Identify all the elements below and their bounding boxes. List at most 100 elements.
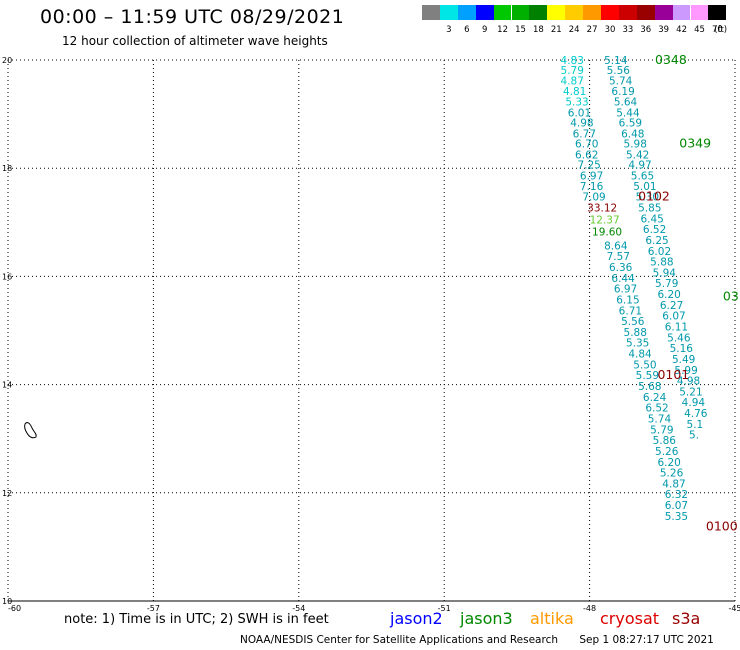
wave-height-value: 5.56 xyxy=(621,316,645,328)
wave-height-value: 5.86 xyxy=(653,435,677,447)
wave-height-value: 33.12 xyxy=(587,202,617,214)
scale-swatch xyxy=(493,5,512,20)
wave-height-value: 5.26 xyxy=(655,446,679,458)
wave-height-value: 8.64 xyxy=(604,240,628,252)
satellite-cryosat: cryosat xyxy=(600,609,660,628)
scale-swatch xyxy=(601,5,619,20)
lat-tick-label: 18 xyxy=(2,164,12,173)
scale-swatch xyxy=(618,5,637,20)
wave-height-value: 4.94 xyxy=(682,397,706,409)
wave-height-value: 6.77 xyxy=(573,128,596,140)
lon-tick-label: -60 xyxy=(8,604,21,613)
scale-swatch xyxy=(636,5,655,20)
lon-tick-label: -51 xyxy=(438,604,451,613)
wave-height-value: 5.35 xyxy=(665,511,688,523)
satellite-altika: altika xyxy=(530,609,574,628)
credit-text: NOAA/NESDIS Center for Satellite Applica… xyxy=(240,634,558,646)
satellite-jason2: jason2 xyxy=(390,609,443,628)
scale-label: 3 xyxy=(446,25,452,35)
pass-time-label: 0101 xyxy=(657,367,689,382)
wave-height-value: 5.59 xyxy=(636,370,659,382)
wave-height-value: 5.1 xyxy=(687,419,704,431)
scale-label: 39 xyxy=(658,25,670,35)
wave-height-value: 6.52 xyxy=(645,403,668,415)
wave-height-value: 5.74 xyxy=(648,413,672,425)
wave-height-value: 5.35 xyxy=(626,338,649,350)
wave-height-value: 5.79 xyxy=(561,65,584,77)
scale-label: 30 xyxy=(604,25,616,35)
wave-height-value: 4.98 xyxy=(570,118,593,130)
wave-height-value: 5.50 xyxy=(633,359,656,371)
wave-height-value: 6.07 xyxy=(665,500,688,512)
wave-height-value: 6.24 xyxy=(643,392,667,404)
scale-swatch xyxy=(475,5,494,20)
scale-swatch xyxy=(690,5,709,20)
wave-height-value: 5.01 xyxy=(633,181,656,193)
scale-label: 24 xyxy=(568,25,580,35)
wave-height-value: 5.85 xyxy=(638,202,661,214)
wave-height-value: 6.15 xyxy=(616,294,639,306)
pass-time-label: 0349 xyxy=(679,136,711,151)
wave-height-value: 5.79 xyxy=(655,278,678,290)
wave-height-value: 5.46 xyxy=(667,332,691,344)
wave-height-value: 6.32 xyxy=(665,489,688,501)
wave-height-value: 7.25 xyxy=(577,160,600,172)
lon-tick-label: -45 xyxy=(728,604,740,613)
lon-tick-label: -57 xyxy=(147,604,160,613)
scale-swatch xyxy=(583,5,601,20)
wave-height-value: 4.84 xyxy=(628,349,652,361)
wave-height-value: 7.09 xyxy=(582,192,605,204)
wave-height-value: 5.44 xyxy=(616,107,640,119)
wave-height-value: 5.33 xyxy=(565,96,588,108)
wave-height-value: 12.37 xyxy=(590,214,620,226)
wave-height-value: 6.07 xyxy=(662,311,685,323)
wave-height-value: 6.27 xyxy=(660,300,683,312)
wave-height-value: 5.64 xyxy=(614,96,638,108)
pass-time-label: 03 xyxy=(723,289,739,304)
wave-height-value: 4.97 xyxy=(628,160,651,172)
scale-label: 33 xyxy=(622,25,634,35)
scale-swatch xyxy=(654,5,673,20)
wave-height-value: 5.14 xyxy=(604,55,628,67)
lat-tick-label: 16 xyxy=(2,272,12,281)
pass-time-label: 0348 xyxy=(655,52,687,67)
lon-tick-label: -54 xyxy=(292,604,305,613)
wave-height-value: 5.21 xyxy=(679,386,702,398)
wave-height-value: 6.20 xyxy=(657,289,680,301)
scale-swatch xyxy=(511,5,530,20)
wave-height-value: 6.45 xyxy=(640,213,663,225)
pass-time-label: 0100 xyxy=(706,519,738,534)
scale-label: 15 xyxy=(515,25,526,35)
wave-height-value: 4.76 xyxy=(684,408,708,420)
scale-label: 70 xyxy=(711,25,723,35)
wave-height-value: 4.87 xyxy=(662,478,685,490)
wave-height-value: 5.26 xyxy=(660,468,684,480)
island-outline xyxy=(24,422,37,439)
wave-height-value: 5.98 xyxy=(624,139,647,151)
wave-height-value: 6.97 xyxy=(580,171,603,183)
scale-label: 9 xyxy=(481,25,488,35)
wave-height-value: 5.79 xyxy=(650,424,673,436)
satellite-jason3: jason3 xyxy=(460,609,513,628)
wave-height-value: 6.62 xyxy=(575,149,598,161)
wave-height-value: 5.94 xyxy=(653,267,677,279)
scale-swatch xyxy=(439,5,458,20)
wave-height-value: 6.71 xyxy=(619,305,642,317)
wave-height-value: 6.59 xyxy=(619,118,642,130)
scale-unit: (ft) xyxy=(714,25,728,35)
scale-label: 21 xyxy=(550,25,562,35)
wave-height-value: 5.49 xyxy=(672,354,695,366)
scale-swatch xyxy=(547,5,566,20)
wave-height-value: 5.88 xyxy=(624,327,647,339)
wave-height-value: 5.16 xyxy=(670,343,694,355)
scale-label: 42 xyxy=(676,25,687,35)
wave-height-value: 5.99 xyxy=(674,365,697,377)
wave-height-value: 4.83 xyxy=(561,55,584,67)
scale-swatch xyxy=(672,5,691,20)
lat-tick-label: 14 xyxy=(2,381,12,390)
scale-swatch xyxy=(565,5,584,20)
wave-height-value: 5.42 xyxy=(626,149,649,161)
satellite-s3a: s3a xyxy=(672,609,701,628)
wave-height-value: 5. xyxy=(689,430,699,442)
